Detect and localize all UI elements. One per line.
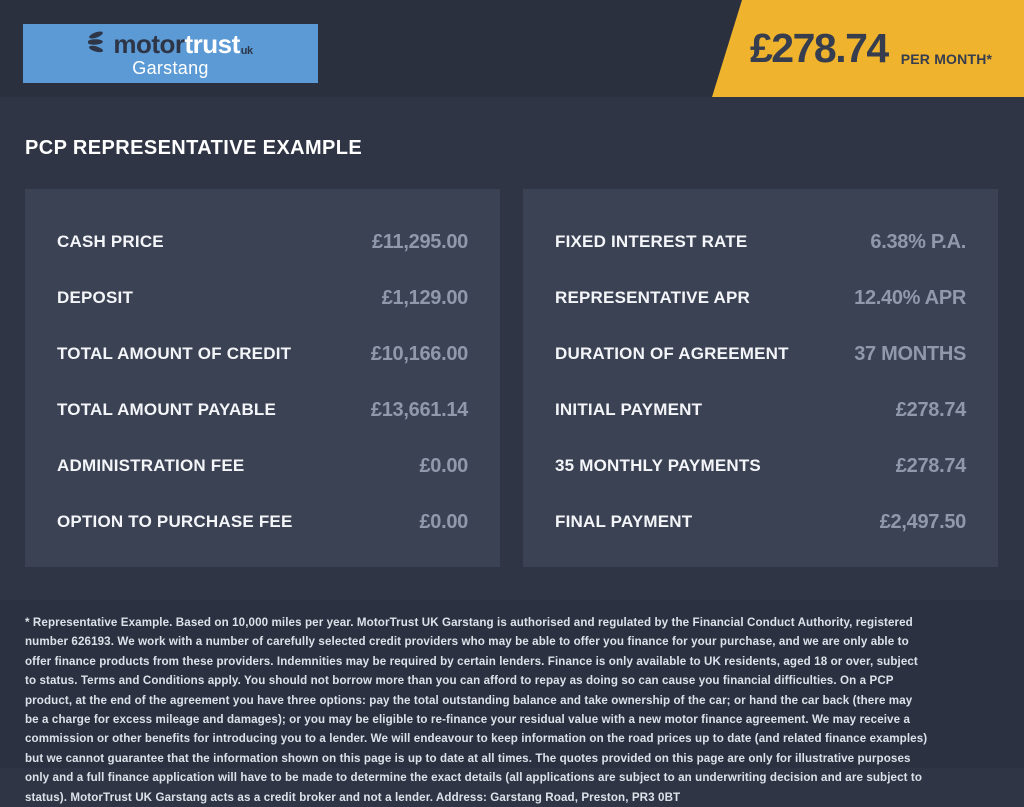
finance-row-total-credit: TOTAL AMOUNT OF CREDIT £10,166.00 [57, 326, 468, 382]
finance-value: £278.74 [895, 454, 967, 477]
finance-row-final-payment: FINAL PAYMENT £2,497.50 [555, 494, 966, 550]
finance-label: CASH PRICE [57, 232, 164, 251]
finance-value: £11,295.00 [372, 230, 468, 253]
monthly-price: £278.74 [750, 25, 889, 71]
finance-value: £13,661.14 [370, 398, 468, 421]
disclaimer-text: * Representative Example. Based on 10,00… [25, 616, 928, 804]
finance-value: 6.38% P.A. [870, 230, 966, 253]
finance-value: 37 MONTHS [854, 342, 966, 365]
finance-value: £278.74 [895, 398, 967, 421]
logo-location: Garstang [132, 57, 209, 78]
finance-label: FIXED INTEREST RATE [555, 232, 748, 251]
finance-row-monthly-payments: 35 MONTHLY PAYMENTS £278.74 [555, 438, 966, 494]
finance-row-initial-payment: INITIAL PAYMENT £278.74 [555, 382, 966, 438]
logo-text-trust: trust [184, 29, 241, 60]
finance-row-apr: REPRESENTATIVE APR 12.40% APR [555, 270, 966, 326]
finance-panel-left: CASH PRICE £11,295.00 DEPOSIT £1,129.00 … [25, 189, 500, 567]
finance-label: TOTAL AMOUNT OF CREDIT [57, 344, 292, 363]
finance-row-interest-rate: FIXED INTEREST RATE 6.38% P.A. [555, 214, 966, 270]
finance-label: REPRESENTATIVE APR [555, 288, 751, 307]
page-title: PCP REPRESENTATIVE EXAMPLE [25, 137, 363, 159]
finance-row-option-fee: OPTION TO PURCHASE FEE £0.00 [57, 494, 468, 550]
finance-value: 12.40% APR [854, 286, 966, 309]
finance-row-deposit: DEPOSIT £1,129.00 [57, 270, 468, 326]
finance-value: £1,129.00 [381, 286, 469, 309]
leaf-icon [87, 30, 109, 59]
finance-label: FINAL PAYMENT [555, 512, 693, 531]
finance-panels: CASH PRICE £11,295.00 DEPOSIT £1,129.00 … [25, 189, 998, 567]
finance-label: DEPOSIT [57, 288, 134, 307]
monthly-price-suffix: PER MONTH* [900, 50, 993, 67]
finance-value: £0.00 [419, 510, 468, 533]
logo-brand-line: motor trust uk [87, 29, 253, 60]
finance-row-total-payable: TOTAL AMOUNT PAYABLE £13,661.14 [57, 382, 468, 438]
finance-value: £0.00 [419, 454, 468, 477]
footer: * Representative Example. Based on 10,00… [0, 600, 1024, 804]
finance-panel-right: FIXED INTEREST RATE 6.38% P.A. REPRESENT… [523, 189, 998, 567]
logo-text-motor: motor [113, 29, 185, 60]
header: motor trust uk Garstang £278.74 PER MONT… [0, 0, 1024, 97]
finance-label: ADMINISTRATION FEE [57, 456, 245, 475]
main-content: PCP REPRESENTATIVE EXAMPLE CASH PRICE £1… [0, 97, 1024, 600]
finance-row-cash-price: CASH PRICE £11,295.00 [57, 214, 468, 270]
finance-label: INITIAL PAYMENT [555, 400, 703, 419]
finance-row-duration: DURATION OF AGREEMENT 37 MONTHS [555, 326, 966, 382]
logo-text-uk: uk [240, 44, 253, 57]
finance-label: TOTAL AMOUNT PAYABLE [57, 400, 277, 419]
monthly-price-banner: £278.74 PER MONTH* [712, 0, 1024, 97]
finance-label: 35 MONTHLY PAYMENTS [555, 456, 761, 475]
finance-label: OPTION TO PURCHASE FEE [57, 512, 293, 531]
finance-value: £2,497.50 [879, 510, 967, 533]
finance-row-admin-fee: ADMINISTRATION FEE £0.00 [57, 438, 468, 494]
motortrust-logo: motor trust uk Garstang [23, 24, 318, 83]
finance-label: DURATION OF AGREEMENT [555, 344, 789, 363]
finance-value: £10,166.00 [370, 342, 468, 365]
